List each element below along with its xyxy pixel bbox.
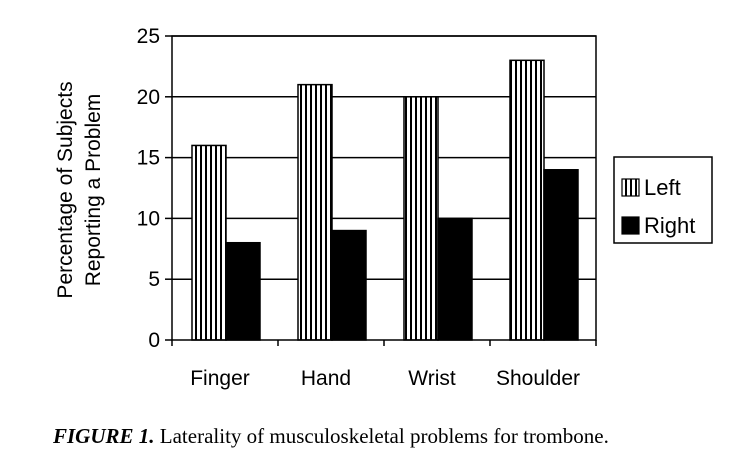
y-tick-label-25: 25 (137, 25, 160, 48)
x-tick-label-shoulder: Shoulder (496, 367, 580, 390)
bar-left-wrist (403, 96, 439, 341)
bars (191, 59, 579, 341)
figure-caption: FIGURE 1. Laterality of musculoskeletal … (53, 424, 733, 449)
bar-left-shoulder (509, 59, 545, 341)
legend-label-left: Left (644, 175, 681, 200)
y-tick-label-20: 20 (137, 86, 160, 109)
legend: Left Right (613, 156, 713, 244)
legend-swatch-right (621, 216, 640, 235)
bar-right-finger (225, 241, 261, 341)
bar-left-hand (297, 83, 333, 341)
legend-label-right: Right (644, 213, 695, 238)
y-tick-labels: 0 5 10 15 20 25 (137, 25, 160, 352)
x-tick-label-hand: Hand (301, 367, 351, 390)
y-tick-label-0: 0 (148, 329, 160, 352)
y-tick-label-5: 5 (148, 268, 160, 291)
bar-chart: 0 5 10 15 20 25 Finger Hand Wrist Shoulder Perce… (54, 25, 713, 390)
x-tick-labels: Finger Hand Wrist Shoulder (190, 367, 580, 390)
y-tick-label-10: 10 (137, 207, 160, 230)
axes (165, 35, 597, 346)
figure-caption-text: Laterality of musculoskeletal problems f… (159, 424, 609, 448)
x-tick-label-finger: Finger (190, 367, 250, 390)
bar-left-finger (191, 144, 227, 341)
y-tick-label-15: 15 (137, 147, 160, 170)
bar-right-shoulder (543, 169, 579, 341)
figure-caption-label: FIGURE 1. (53, 424, 155, 448)
legend-swatch-left (621, 178, 640, 197)
x-tick-label-wrist: Wrist (408, 367, 456, 390)
bar-right-wrist (437, 217, 473, 341)
y-axis-label-line-1: Percentage of Subjects (54, 81, 77, 298)
y-axis-label-line-2: Reporting a Problem (82, 94, 105, 287)
bar-right-hand (331, 229, 367, 341)
